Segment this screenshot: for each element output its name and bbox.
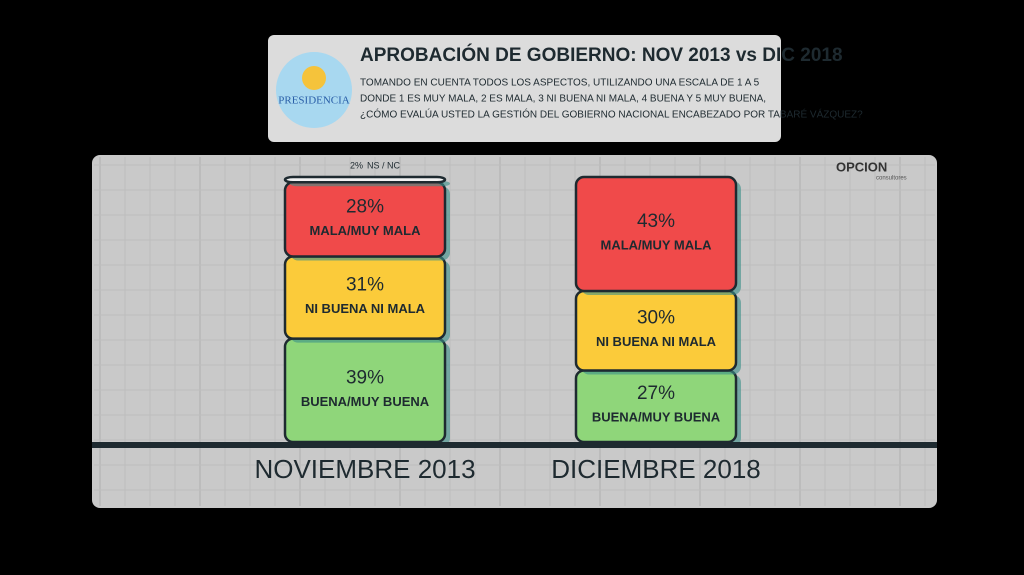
value-label: 39% [346, 367, 384, 388]
bar-segment [574, 369, 738, 444]
brand: OPCION [836, 159, 887, 174]
logo-text: PRESIDENCIA [278, 95, 350, 107]
x-tick-label: NOVIEMBRE 2013 [254, 454, 475, 484]
header-title: APROBACIÓN DE GOBIERNO: NOV 2013 vs DIC … [360, 44, 843, 66]
value-label: 31% [346, 275, 384, 296]
question-line: DONDE 1 ES MUY MALA, 2 ES MALA, 3 NI BUE… [360, 94, 766, 105]
value-label: 2% [350, 160, 363, 170]
value-label: 28% [346, 196, 384, 217]
question-line: TOMANDO EN CUENTA TODOS LOS ASPECTOS, UT… [360, 78, 760, 89]
bar-segment [283, 337, 447, 444]
segment-label: MALA/MUY MALA [601, 237, 713, 252]
bar-segment [574, 175, 738, 293]
logo-sun [302, 66, 326, 90]
value-label: 43% [637, 211, 675, 232]
panel [92, 155, 937, 508]
question-line: ¿CÓMO EVALÚA USTED LA GESTIÓN DEL GOBIER… [360, 108, 863, 121]
bar-segment [283, 175, 447, 184]
bar-segment [574, 289, 738, 372]
segment-label: NI BUENA NI MALA [305, 301, 426, 316]
segment-label: BUENA/MUY BUENA [301, 394, 430, 409]
segment-label: NI BUENA NI MALA [596, 334, 717, 349]
value-label: 27% [637, 383, 675, 404]
x-tick-label: DICIEMBRE 2018 [551, 454, 761, 484]
value-label: 30% [637, 308, 675, 329]
bar-segment [283, 181, 447, 258]
bar-segment [283, 255, 447, 340]
segment-label: BUENA/MUY BUENA [592, 410, 721, 425]
header-box [268, 35, 781, 142]
brand-tagline: consultores [876, 176, 907, 182]
segment-label: MALA/MUY MALA [310, 223, 422, 238]
segment-label: NS / NC [367, 160, 401, 170]
